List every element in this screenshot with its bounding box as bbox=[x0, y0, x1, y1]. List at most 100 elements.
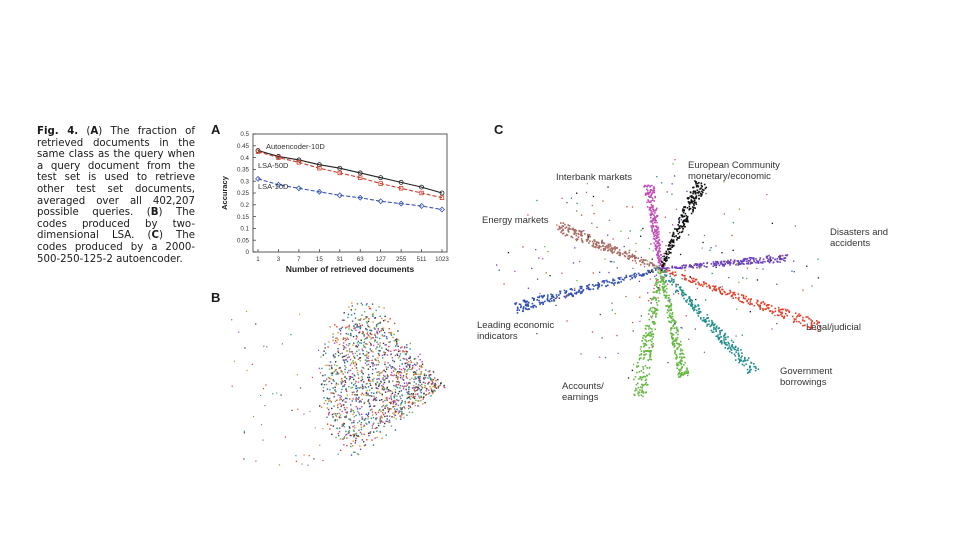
lsa-point bbox=[420, 371, 422, 373]
autoencoder-point bbox=[683, 364, 685, 366]
autoencoder-point bbox=[652, 342, 655, 345]
autoencoder-point bbox=[567, 224, 570, 226]
lsa-point bbox=[334, 324, 336, 326]
autoencoder-point bbox=[679, 225, 681, 227]
autoencoder-point bbox=[601, 284, 603, 287]
autoencoder-point bbox=[592, 272, 594, 274]
lsa-point bbox=[346, 397, 348, 400]
autoencoder-point bbox=[703, 283, 705, 286]
lsa-point bbox=[373, 327, 376, 329]
lsa-point bbox=[372, 313, 375, 315]
lsa-point bbox=[371, 408, 373, 411]
lsa-point bbox=[394, 399, 396, 402]
autoencoder-point bbox=[653, 228, 656, 231]
lsa-point bbox=[346, 326, 348, 328]
autoencoder-point bbox=[728, 262, 730, 264]
lsa-point bbox=[314, 427, 316, 429]
autoencoder-point bbox=[737, 347, 739, 350]
autoencoder-point bbox=[651, 196, 653, 199]
autoencoder-point bbox=[654, 309, 656, 312]
autoencoder-point bbox=[650, 189, 653, 192]
lsa-point bbox=[401, 412, 403, 414]
lsa-point bbox=[414, 376, 416, 378]
lsa-point bbox=[366, 303, 368, 305]
autoencoder-point bbox=[639, 296, 641, 298]
lsa-point bbox=[407, 393, 409, 395]
autoencoder-point bbox=[659, 267, 662, 270]
lsa-point bbox=[378, 306, 380, 308]
autoencoder-point bbox=[687, 279, 690, 282]
autoencoder-point bbox=[772, 311, 775, 313]
autoencoder-point bbox=[747, 371, 750, 373]
autoencoder-point bbox=[656, 291, 658, 294]
autoencoder-point bbox=[680, 363, 682, 366]
autoencoder-point bbox=[771, 312, 774, 315]
autoencoder-point bbox=[725, 261, 728, 263]
panel-b-letter: B bbox=[211, 290, 221, 305]
lsa-point bbox=[334, 353, 337, 355]
lsa-point bbox=[336, 404, 339, 407]
autoencoder-point bbox=[645, 272, 647, 275]
autoencoder-point bbox=[749, 299, 752, 301]
lsa-point bbox=[371, 425, 374, 427]
autoencoder-point bbox=[781, 308, 783, 311]
autoencoder-point bbox=[656, 308, 658, 311]
autoencoder-point bbox=[643, 273, 645, 275]
autoencoder-point bbox=[659, 258, 661, 261]
autoencoder-point bbox=[581, 230, 583, 233]
autoencoder-point bbox=[740, 263, 742, 265]
autoencoder-point bbox=[723, 339, 725, 341]
lsa-point bbox=[353, 434, 355, 437]
lsa-point bbox=[412, 396, 414, 399]
lsa-point bbox=[355, 329, 357, 331]
lsa-point bbox=[332, 379, 334, 381]
lsa-point bbox=[421, 363, 424, 365]
figure-caption: Fig. 4. (A) The fraction of retrieved do… bbox=[37, 126, 195, 265]
lsa-point bbox=[357, 373, 359, 376]
lsa-point bbox=[365, 355, 368, 357]
lsa-point bbox=[355, 363, 358, 366]
lsa-point bbox=[391, 392, 394, 394]
lsa-point bbox=[349, 427, 351, 429]
lsa-point bbox=[373, 398, 375, 401]
autoencoder-point bbox=[654, 328, 656, 331]
lsa-point bbox=[379, 417, 382, 420]
lsa-point bbox=[395, 372, 398, 374]
lsa-point bbox=[354, 361, 356, 363]
lsa-point bbox=[357, 377, 360, 379]
lsa-point bbox=[393, 400, 396, 402]
lsa-point bbox=[431, 380, 433, 382]
autoencoder-point bbox=[638, 274, 641, 276]
autoencoder-point bbox=[672, 281, 674, 284]
lsa-point bbox=[332, 425, 335, 427]
autoencoder-point bbox=[793, 271, 795, 273]
autoencoder-point bbox=[739, 300, 741, 303]
autoencoder-point bbox=[514, 302, 516, 305]
autoencoder-point bbox=[648, 373, 651, 375]
lsa-point bbox=[371, 363, 374, 365]
autoencoder-point bbox=[629, 230, 631, 232]
autoencoder-point bbox=[551, 295, 554, 297]
autoencoder-point bbox=[788, 311, 791, 313]
autoencoder-point bbox=[678, 361, 680, 364]
lsa-point bbox=[376, 346, 378, 348]
lsa-point bbox=[381, 406, 383, 408]
autoencoder-point bbox=[728, 345, 731, 347]
autoencoder-point bbox=[699, 264, 701, 266]
autoencoder-point bbox=[691, 305, 693, 308]
autoencoder-point bbox=[539, 303, 541, 306]
lsa-point bbox=[354, 317, 357, 319]
autoencoder-point bbox=[638, 280, 641, 282]
autoencoder-point bbox=[810, 324, 813, 326]
autoencoder-point bbox=[769, 260, 772, 263]
autoencoder-point bbox=[733, 293, 735, 295]
autoencoder-point bbox=[670, 239, 672, 242]
autoencoder-point bbox=[811, 320, 814, 322]
lsa-point bbox=[405, 388, 407, 391]
lsa-point bbox=[395, 341, 398, 343]
autoencoder-point bbox=[647, 350, 650, 352]
autoencoder-point bbox=[623, 178, 625, 180]
autoencoder-point bbox=[641, 385, 644, 387]
autoencoder-point bbox=[784, 308, 787, 311]
autoencoder-point bbox=[720, 342, 723, 345]
